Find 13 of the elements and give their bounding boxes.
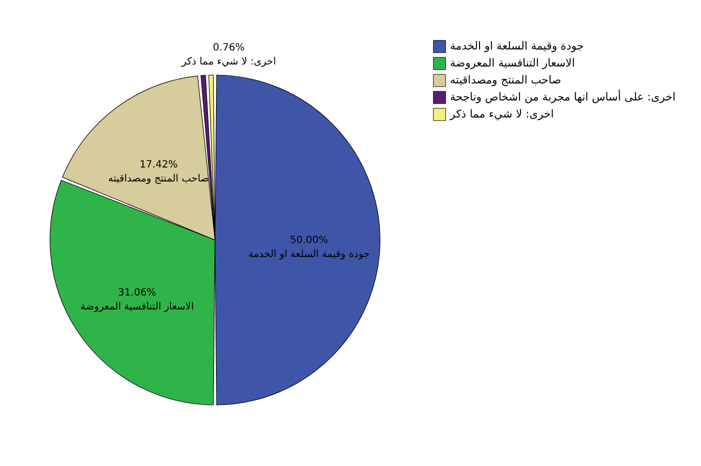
data-label: 31.06% xyxy=(118,288,156,299)
slice-label: اخرى: لا شيء مما ذكر xyxy=(180,56,276,68)
data-label: 17.42% xyxy=(140,160,178,171)
legend-label: الاسعار التنافسية المعروضة xyxy=(450,56,575,70)
legend-label: اخرى: لا شيء مما ذكر xyxy=(449,108,554,120)
data-label: 0.76% xyxy=(212,42,245,54)
slice-label: صاحب المنتج ومصداقيته xyxy=(108,174,210,185)
data-label: 50.00% xyxy=(290,235,328,246)
slice-label: الاسعار التنافسية المعروضة xyxy=(80,302,194,313)
legend-label: اخرى: على أساس انها مجربة من اشخاص وناجحة xyxy=(450,90,676,104)
legend-label: صاحب المنتج ومصداقيته xyxy=(450,74,562,86)
slice-label: جودة وقيمة السلعة او الخدمة xyxy=(248,249,370,260)
legend-label: جودة وقيمة السلعة او الخدمة xyxy=(450,40,584,52)
